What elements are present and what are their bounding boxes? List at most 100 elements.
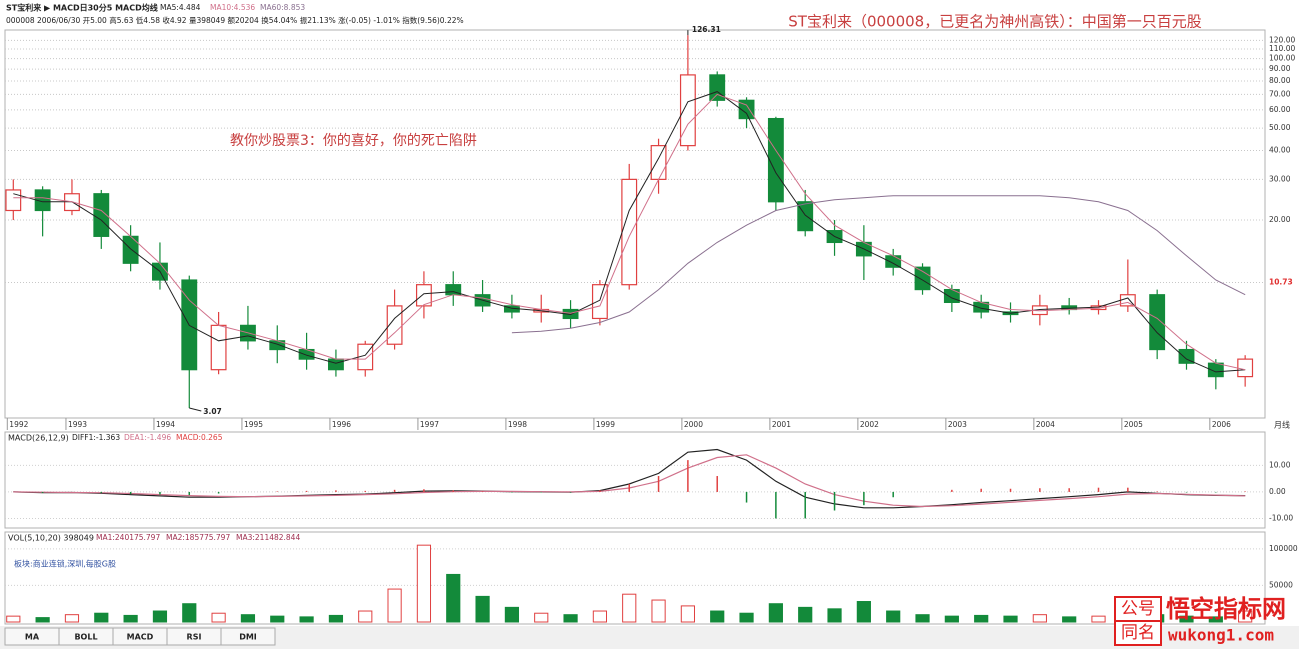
toolbar-tab-label: RSI	[187, 633, 202, 642]
candle-body	[415, 284, 432, 307]
x-tick-label: 2006	[1212, 420, 1231, 429]
watermark-name: 悟空指标网	[1166, 595, 1286, 623]
toolbar-tab-label: BOLL	[74, 633, 97, 642]
low-leader	[189, 407, 202, 412]
candle-body	[1178, 348, 1195, 364]
candle-body	[679, 74, 696, 147]
price-marker-label: 10.73	[1269, 278, 1293, 287]
candle-body	[591, 284, 608, 320]
volume-bar	[915, 614, 930, 623]
candle-body	[5, 189, 22, 212]
volume-bar	[358, 610, 373, 623]
volume-bar	[1238, 610, 1253, 623]
volume-bar	[768, 603, 783, 623]
y-tick-label: 50.00	[1269, 123, 1291, 132]
candle-body	[327, 358, 344, 371]
main-panel-frame	[4, 29, 1266, 419]
legend-entry: MA60:8.853	[260, 3, 305, 12]
candle-body	[738, 99, 755, 120]
legend-entry: MA2:185775.797	[166, 533, 230, 542]
y-tick-label: 20.00	[1269, 215, 1291, 224]
volume-bar	[182, 603, 197, 623]
y-tick-label: 40.00	[1269, 146, 1291, 155]
toolbar	[0, 626, 1299, 649]
volume-bar	[211, 612, 226, 623]
y-tick-label: 110.00	[1269, 44, 1295, 53]
toolbar-tab[interactable]	[220, 627, 276, 646]
candle-body	[621, 178, 638, 286]
legend-entry: DEA1:-1.496	[124, 433, 171, 442]
volume-bar	[563, 614, 578, 623]
x-tick-label: 2001	[772, 420, 791, 429]
y-tick-label: 30.00	[1269, 174, 1291, 183]
candle-body	[914, 266, 931, 291]
sector-note: 板块:商业连锁,深圳,每股G股	[14, 559, 116, 569]
y-tick-label: 100.00	[1269, 54, 1295, 63]
x-tick-label: 1998	[508, 420, 527, 429]
toolbar-tab-label: MA	[25, 633, 40, 642]
volume-bar	[475, 595, 490, 623]
candle-body	[797, 201, 814, 232]
volume-bar	[123, 614, 138, 623]
x-tick-label: 1997	[420, 420, 439, 429]
y-tick-label: -10.00	[1269, 513, 1293, 522]
volume-title: VOL(5,10,20) 398049	[8, 534, 94, 543]
x-tick-label: 1993	[68, 420, 87, 429]
x-tick-label: 1995	[244, 420, 263, 429]
volume-bar	[1091, 615, 1106, 623]
volume-bar	[1062, 616, 1077, 623]
volume-bar	[6, 615, 21, 623]
volume-bar	[651, 599, 666, 623]
volume-bar	[446, 573, 461, 623]
volume-bar	[680, 605, 695, 623]
volume-bar	[944, 615, 959, 623]
volume-bar	[592, 610, 607, 623]
x-tick-label: 2004	[1036, 420, 1055, 429]
volume-bar	[35, 617, 50, 623]
x-tick-label: 1994	[156, 420, 175, 429]
candle-body	[210, 324, 227, 371]
volume-bar	[534, 612, 549, 623]
volume-bar	[974, 614, 989, 623]
volume-bar	[328, 614, 344, 623]
y-tick-label: 50000	[1269, 580, 1293, 589]
legend-entry: MA10:4.536	[210, 3, 255, 12]
volume-bar	[739, 612, 754, 623]
candle-body	[767, 117, 784, 203]
ma-line	[511, 195, 1246, 334]
y-tick-label: 120.00	[1269, 35, 1295, 44]
toolbar-tab-label: DMI	[239, 633, 257, 642]
legend-entry: MACD:0.265	[176, 433, 223, 442]
volume-bar	[856, 601, 871, 623]
period-label: 月线	[1274, 420, 1290, 430]
x-tick-label: 2005	[1124, 420, 1143, 429]
macd-panel-frame	[4, 431, 1266, 529]
ma-line	[13, 93, 1246, 371]
candle-body	[122, 235, 139, 264]
watermark-badge-bottom: 同名	[1121, 623, 1155, 643]
y-tick-label: 10.00	[1269, 460, 1291, 469]
volume-bar	[64, 614, 80, 623]
legend-entry: MA3:211482.844	[236, 533, 300, 542]
candle-body	[1237, 358, 1254, 378]
volume-bar	[387, 588, 402, 623]
volume-bar	[299, 616, 314, 623]
y-tick-label: 90.00	[1269, 64, 1291, 73]
toolbar-tab-label: MACD	[127, 633, 154, 642]
quote-line: 000008 2006/06/30 开5.00 高5.63 低4.58 收4.9…	[6, 15, 464, 25]
volume-bar	[416, 544, 432, 623]
volume-bar	[270, 615, 285, 623]
candle-body	[1149, 294, 1166, 351]
legend-entry: MA1:240175.797	[96, 533, 160, 542]
x-tick-label: 2002	[860, 420, 879, 429]
volume-bar	[622, 593, 637, 623]
peak-label: 126.31	[692, 25, 721, 34]
ma-line	[13, 91, 1246, 373]
candle-body	[885, 255, 902, 268]
volume-bar	[94, 612, 109, 623]
x-tick-label: 1996	[332, 420, 351, 429]
x-tick-label: 1992	[9, 420, 28, 429]
volume-bar	[886, 610, 901, 623]
x-tick-label: 2000	[684, 420, 703, 429]
